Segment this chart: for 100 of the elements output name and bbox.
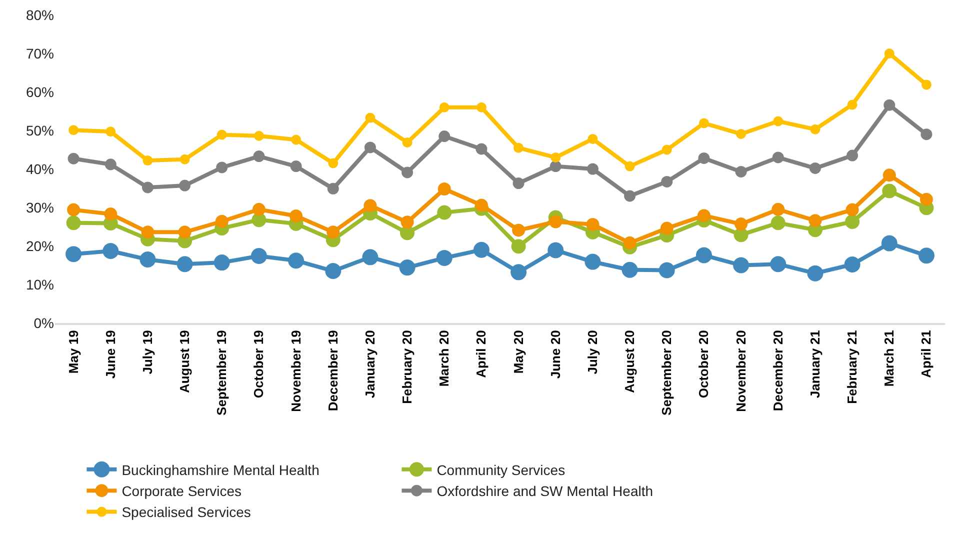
point	[881, 235, 898, 252]
point	[215, 214, 228, 228]
point	[328, 158, 338, 168]
point	[696, 247, 712, 264]
point	[66, 246, 82, 262]
legend-label: Specialised Services	[122, 504, 251, 520]
point	[141, 226, 154, 239]
point	[660, 222, 674, 235]
point	[920, 192, 933, 206]
x-tick-label: May 19	[66, 330, 81, 374]
point	[586, 163, 598, 175]
x-tick-label: January 20	[362, 330, 378, 398]
point	[770, 216, 786, 230]
point	[362, 249, 378, 266]
point	[624, 190, 636, 202]
point	[325, 263, 342, 280]
point	[661, 176, 673, 188]
point	[142, 182, 154, 194]
point	[809, 162, 821, 174]
x-tick-label: October 20	[696, 330, 712, 398]
x-tick-label: March 21	[882, 330, 897, 387]
x-tick-label: July 20	[584, 330, 600, 374]
point	[216, 130, 227, 140]
x-tick-label: September 19	[214, 330, 230, 416]
point	[438, 182, 451, 196]
x-tick-label: June 19	[102, 330, 118, 379]
point	[106, 126, 116, 137]
point	[68, 125, 79, 136]
point	[770, 256, 786, 272]
point	[439, 102, 450, 112]
point	[884, 99, 896, 111]
point	[807, 265, 824, 282]
point	[884, 48, 894, 58]
point	[588, 134, 598, 144]
point	[548, 242, 564, 258]
y-tick-label: 70%	[26, 45, 54, 62]
point	[104, 158, 116, 170]
point	[253, 150, 265, 162]
point	[623, 236, 636, 250]
point	[512, 178, 524, 189]
legend-label: Community Services	[436, 462, 566, 478]
point	[180, 154, 190, 164]
point	[658, 262, 675, 278]
point	[364, 142, 376, 154]
legend-label: Buckinghamshire Mental Health	[122, 462, 320, 478]
point	[473, 242, 490, 258]
point	[365, 112, 376, 123]
point	[844, 256, 860, 272]
point	[847, 100, 858, 110]
point	[514, 142, 524, 153]
legend-label: Corporate Services	[122, 483, 242, 500]
point	[290, 160, 302, 172]
y-tick-label: 80%	[26, 6, 54, 23]
x-tick-label: February 20	[400, 330, 415, 404]
point	[140, 251, 156, 268]
point	[178, 226, 192, 239]
y-tick-label: 40%	[26, 160, 54, 177]
point	[882, 168, 896, 182]
point	[808, 214, 822, 228]
y-tick-label: 30%	[26, 199, 54, 216]
x-tick-label: March 20	[436, 330, 452, 387]
point	[291, 134, 302, 145]
point	[104, 208, 118, 221]
point	[736, 128, 746, 139]
point	[846, 203, 859, 216]
point	[510, 264, 527, 280]
x-tick-label: August 19	[177, 330, 192, 394]
point	[476, 102, 486, 112]
point	[476, 143, 488, 155]
point	[254, 130, 264, 141]
point	[810, 124, 820, 134]
point	[512, 224, 526, 237]
point	[698, 152, 710, 164]
point	[845, 214, 860, 229]
point	[772, 152, 784, 164]
point	[584, 254, 601, 270]
x-tick-label: December 19	[325, 330, 340, 412]
x-tick-label: September 20	[659, 330, 674, 416]
y-tick-label: 20%	[26, 238, 54, 254]
point	[402, 166, 414, 178]
point	[511, 239, 526, 254]
point	[250, 248, 267, 264]
point	[846, 150, 858, 162]
point	[697, 209, 710, 222]
x-tick-label: April 20	[474, 330, 489, 378]
y-tick-label: 0%	[34, 314, 54, 331]
point	[918, 248, 934, 264]
x-tick-label: January 21	[807, 330, 822, 398]
point	[550, 152, 561, 162]
x-tick-label: July 19	[140, 330, 155, 374]
y-tick-label: 50%	[26, 122, 54, 138]
point	[733, 257, 750, 274]
point	[734, 218, 748, 231]
point	[68, 152, 80, 164]
point	[252, 202, 266, 216]
legend-label: Oxfordshire and SW Mental Health	[436, 483, 654, 500]
point	[921, 80, 932, 90]
point	[399, 260, 416, 276]
point	[550, 160, 562, 172]
point	[438, 130, 450, 142]
